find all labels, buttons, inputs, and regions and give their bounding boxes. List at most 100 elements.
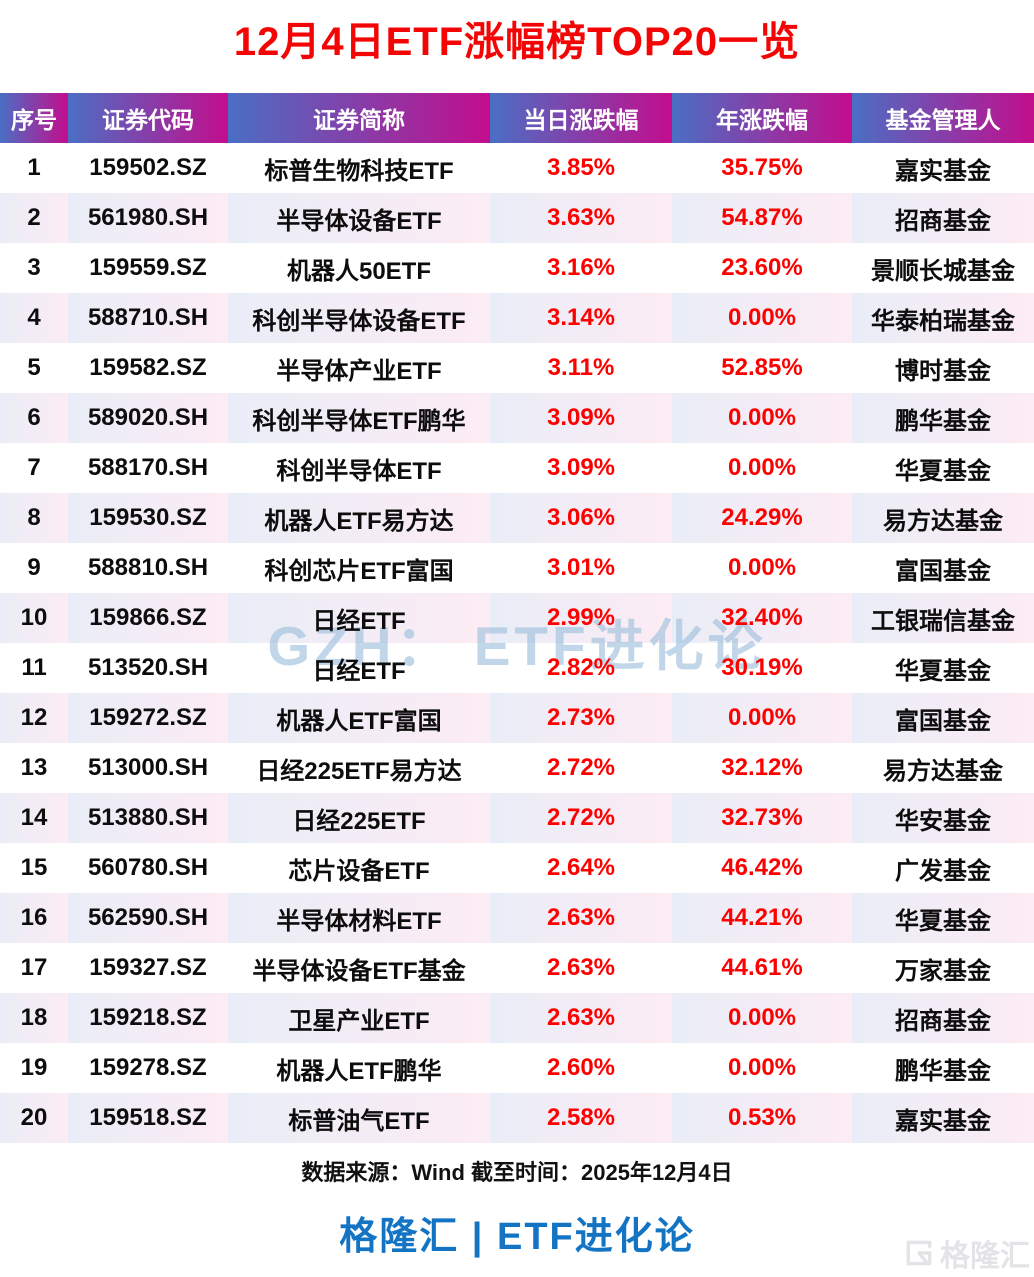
cell-no-text: 8 bbox=[27, 504, 41, 531]
cell-no: 11 bbox=[0, 643, 68, 693]
cell-daily: 3.14% bbox=[490, 293, 672, 343]
cell-daily-text: 3.11% bbox=[547, 354, 615, 381]
table-row: 3 159559.SZ 机器人50ETF 3.16% 23.60% 景顺长城基金 bbox=[0, 243, 1034, 293]
cell-no: 12 bbox=[0, 693, 68, 743]
cell-no-text: 10 bbox=[20, 604, 48, 631]
cell-no: 5 bbox=[0, 343, 68, 393]
cell-code-text: 560780.SH bbox=[87, 854, 209, 881]
cell-yearly: 32.73% bbox=[672, 793, 852, 843]
table-row: 13 513000.SH 日经225ETF易方达 2.72% 32.12% 易方达基金 bbox=[0, 743, 1034, 793]
cell-name-text: 科创芯片ETF富国 bbox=[264, 557, 454, 585]
table-row: 1 159502.SZ 标普生物科技ETF 3.85% 35.75% 嘉实基金 bbox=[0, 143, 1034, 193]
cell-code-text: 513520.SH bbox=[87, 654, 209, 681]
cell-name: 科创半导体ETF bbox=[228, 443, 490, 493]
cell-code: 561980.SH bbox=[68, 193, 228, 243]
cell-name: 科创芯片ETF富国 bbox=[228, 543, 490, 593]
table-row: 20 159518.SZ 标普油气ETF 2.58% 0.53% 嘉实基金 bbox=[0, 1093, 1034, 1143]
cell-name-text: 芯片设备ETF bbox=[288, 857, 430, 885]
cell-no-text: 19 bbox=[20, 1054, 48, 1081]
cell-manager-text: 工银瑞信基金 bbox=[871, 607, 1015, 635]
cell-yearly-text: 44.61% bbox=[721, 954, 803, 981]
cell-yearly-text: 0.00% bbox=[727, 1004, 797, 1031]
cell-daily-text: 2.82% bbox=[546, 654, 616, 681]
column-header-fund-manager: 基金管理人 bbox=[852, 93, 1034, 143]
cell-manager: 嘉实基金 bbox=[852, 1093, 1034, 1143]
cell-manager-text: 嘉实基金 bbox=[895, 157, 991, 185]
column-header-name: 证券简称 bbox=[228, 93, 490, 143]
cell-manager-text: 景顺长城基金 bbox=[871, 257, 1015, 285]
cell-code-text: 513000.SH bbox=[87, 754, 209, 781]
cell-yearly: 44.21% bbox=[672, 893, 852, 943]
cell-daily: 2.58% bbox=[490, 1093, 672, 1143]
cell-daily: 2.60% bbox=[490, 1043, 672, 1093]
cell-no: 7 bbox=[0, 443, 68, 493]
cell-no-text: 12 bbox=[20, 704, 48, 731]
cell-manager-text: 招商基金 bbox=[895, 207, 991, 235]
cell-no: 19 bbox=[0, 1043, 68, 1093]
cell-yearly-text: 46.42% bbox=[721, 854, 803, 881]
cell-code-text: 159218.SZ bbox=[89, 1004, 207, 1031]
cell-code: 513520.SH bbox=[68, 643, 228, 693]
cell-manager: 富国基金 bbox=[852, 693, 1034, 743]
cell-code-text: 159530.SZ bbox=[89, 504, 207, 531]
column-header-serial: 序号 bbox=[0, 93, 68, 143]
table-row: 18 159218.SZ 卫星产业ETF 2.63% 0.00% 招商基金 bbox=[0, 993, 1034, 1043]
table-row: 15 560780.SH 芯片设备ETF 2.64% 46.42% 广发基金 bbox=[0, 843, 1034, 893]
table-row: 4 588710.SH 科创半导体设备ETF 3.14% 0.00% 华泰柏瑞基金 bbox=[0, 293, 1034, 343]
cell-no: 14 bbox=[0, 793, 68, 843]
cell-no: 10 bbox=[0, 593, 68, 643]
cell-code: 159502.SZ bbox=[68, 143, 228, 193]
cell-daily-text: 3.14% bbox=[546, 304, 616, 331]
cell-name: 机器人ETF富国 bbox=[228, 693, 490, 743]
cell-name: 半导体材料ETF bbox=[228, 893, 490, 943]
cell-yearly: 0.53% bbox=[672, 1093, 852, 1143]
cell-code-text: 159272.SZ bbox=[89, 704, 207, 731]
cell-manager-text: 华夏基金 bbox=[895, 657, 991, 685]
table-row: 17 159327.SZ 半导体设备ETF基金 2.63% 44.61% 万家基金 bbox=[0, 943, 1034, 993]
cell-daily: 2.63% bbox=[490, 893, 672, 943]
cell-daily: 2.99% bbox=[490, 593, 672, 643]
cell-name-text: 半导体设备ETF bbox=[276, 207, 442, 235]
gelonghui-logo-icon bbox=[906, 1240, 932, 1266]
cell-no: 2 bbox=[0, 193, 68, 243]
cell-daily-text: 2.63% bbox=[546, 904, 616, 931]
cell-manager: 华泰柏瑞基金 bbox=[852, 293, 1034, 343]
cell-yearly: 35.75% bbox=[672, 143, 852, 193]
cell-no: 20 bbox=[0, 1093, 68, 1143]
cell-name: 日经225ETF易方达 bbox=[228, 743, 490, 793]
cell-no-text: 2 bbox=[27, 204, 41, 231]
cell-yearly: 54.87% bbox=[672, 193, 852, 243]
cell-manager: 广发基金 bbox=[852, 843, 1034, 893]
cell-code: 513880.SH bbox=[68, 793, 228, 843]
brand-footer: 格隆汇 | ETF进化论 bbox=[339, 1216, 695, 1258]
cell-manager: 富国基金 bbox=[852, 543, 1034, 593]
cell-manager-text: 华安基金 bbox=[895, 807, 991, 835]
table-row: 10 159866.SZ 日经ETF 2.99% 32.40% 工银瑞信基金 bbox=[0, 593, 1034, 643]
cell-name-text: 卫星产业ETF bbox=[288, 1007, 430, 1035]
cell-manager-text: 易方达基金 bbox=[883, 507, 1003, 535]
cell-no: 8 bbox=[0, 493, 68, 543]
cell-manager: 华夏基金 bbox=[852, 443, 1034, 493]
cell-code-text: 562590.SH bbox=[87, 904, 209, 931]
cell-yearly: 0.00% bbox=[672, 543, 852, 593]
table-row: 5 159582.SZ 半导体产业ETF 3.11% 52.85% 博时基金 bbox=[0, 343, 1034, 393]
cell-no: 17 bbox=[0, 943, 68, 993]
cell-daily-text: 2.72% bbox=[546, 804, 616, 831]
cell-name: 日经ETF bbox=[228, 643, 490, 693]
table-row: 9 588810.SH 科创芯片ETF富国 3.01% 0.00% 富国基金 bbox=[0, 543, 1034, 593]
cell-no-text: 14 bbox=[20, 804, 48, 831]
cell-code: 589020.SH bbox=[68, 393, 228, 443]
cell-name-text: 日经ETF bbox=[312, 607, 406, 635]
cell-code: 159518.SZ bbox=[68, 1093, 228, 1143]
cell-manager-text: 富国基金 bbox=[895, 557, 991, 585]
cell-manager-text: 华夏基金 bbox=[895, 457, 991, 485]
cell-daily-text: 3.63% bbox=[546, 204, 616, 231]
cell-yearly-text: 30.19% bbox=[721, 654, 803, 681]
etf-gainers-table: 序号 证券代码 证券简称 当日涨跌幅 年涨跌幅 基金管理人 1 159502.SZ… bbox=[0, 93, 1034, 1143]
cell-yearly-text: 54.87% bbox=[721, 204, 803, 231]
cell-yearly: 0.00% bbox=[672, 693, 852, 743]
cell-daily: 2.64% bbox=[490, 843, 672, 893]
cell-name: 日经ETF bbox=[228, 593, 490, 643]
cell-manager-text: 万家基金 bbox=[895, 957, 991, 985]
cell-code: 588710.SH bbox=[68, 293, 228, 343]
